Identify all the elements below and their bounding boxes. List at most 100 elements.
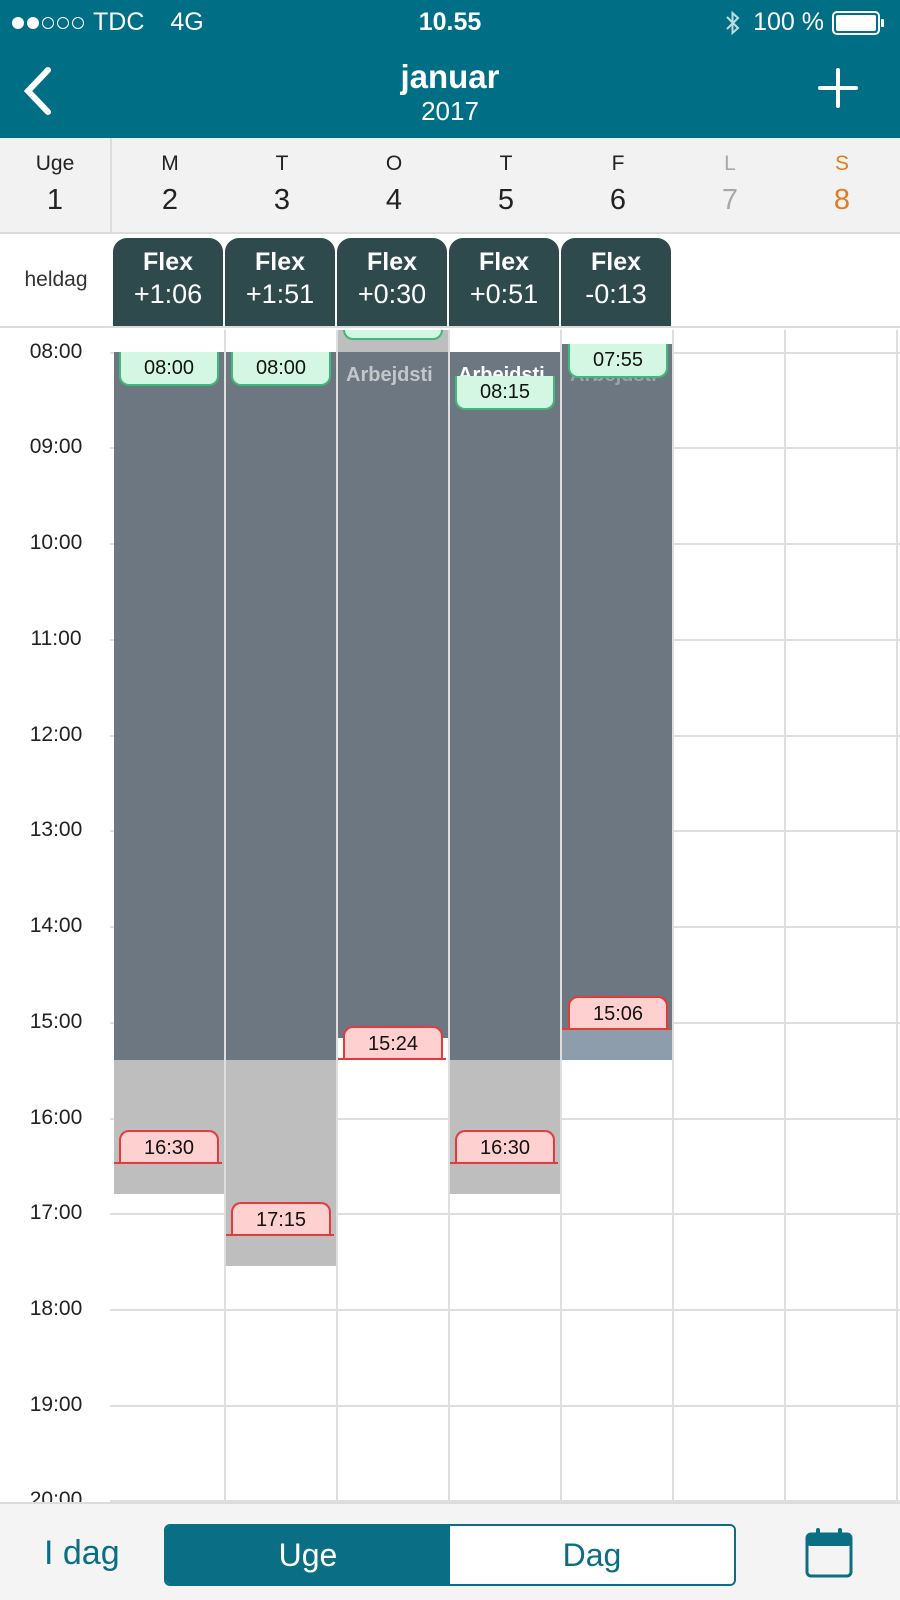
back-button[interactable] — [20, 62, 64, 120]
day-divider — [336, 330, 338, 1502]
day-column-header[interactable]: S 8 — [786, 138, 898, 232]
chevron-left-icon — [23, 67, 51, 115]
hour-label: 16:00 — [29, 1106, 83, 1129]
signal-dot-icon — [72, 16, 84, 29]
day-letter: S — [834, 152, 849, 175]
day-column-header[interactable]: M 2 — [114, 138, 226, 232]
end-time-tag[interactable]: 16:30 — [455, 1130, 555, 1164]
flex-value: +1:06 — [133, 279, 203, 309]
day-number: 6 — [609, 184, 627, 216]
week-number-cell: Uge 1 — [0, 138, 112, 232]
end-time-tag[interactable]: 15:24 — [343, 1026, 443, 1060]
start-time-tag[interactable]: 08:00 — [231, 352, 331, 386]
hour-line — [110, 1213, 900, 1215]
flex-chip[interactable]: Flex +0:51 — [449, 238, 559, 326]
segment-week[interactable]: Uge — [166, 1526, 450, 1584]
day-number: 8 — [833, 184, 851, 216]
start-marker-icon[interactable] — [343, 330, 443, 340]
hour-label: 17:00 — [29, 1201, 83, 1224]
status-right: 100 % — [725, 8, 886, 37]
day-divider — [560, 330, 562, 1502]
hour-label: 20:00 — [29, 1488, 83, 1502]
bluetooth-icon — [725, 10, 741, 36]
day-column-header[interactable]: F 6 — [562, 138, 674, 232]
day-number: 2 — [161, 184, 179, 216]
flex-chip[interactable]: Flex +1:06 — [113, 238, 223, 326]
flex-title: Flex — [478, 248, 530, 276]
flex-title: Flex — [142, 248, 194, 276]
day-divider — [224, 330, 226, 1502]
day-letter: F — [611, 152, 625, 175]
end-time-tag[interactable]: 17:15 — [231, 1202, 331, 1236]
hour-label: 18:00 — [29, 1297, 83, 1320]
hour-label: 10:00 — [29, 531, 83, 554]
add-button[interactable] — [816, 66, 860, 110]
day-divider — [448, 330, 450, 1502]
end-line — [338, 1058, 446, 1060]
network-type: 4G — [170, 8, 204, 36]
work-block[interactable]: Arbejdsti — [450, 352, 560, 1060]
hour-label: 08:00 — [29, 340, 83, 363]
end-time-tag[interactable]: 16:30 — [119, 1130, 219, 1164]
signal-dot-icon — [12, 16, 24, 29]
work-block[interactable]: Arbejdsti — [562, 344, 672, 1030]
week-label: Uge — [35, 152, 75, 175]
day-divider — [896, 330, 898, 1502]
day-column-header[interactable]: T 3 — [226, 138, 338, 232]
hour-label: 13:00 — [29, 818, 83, 841]
segment-day[interactable]: Dag — [450, 1526, 734, 1584]
day-divider — [672, 330, 674, 1502]
week-day-header: Uge 1 M 2 T 3 O 4 T 5 F 6 L 7 S 8 — [0, 138, 900, 234]
status-bar: TDC 4G 10.55 100 % — [0, 0, 900, 46]
hour-line — [110, 1500, 900, 1502]
signal-dot-icon — [27, 16, 39, 29]
flex-chip[interactable]: Flex +0:30 — [337, 238, 447, 326]
flex-chip[interactable]: Flex +1:51 — [225, 238, 335, 326]
today-button[interactable]: I dag — [44, 1534, 120, 1572]
end-line — [114, 1162, 222, 1164]
day-letter: T — [275, 152, 289, 175]
view-mode-segmented-control: Uge Dag — [164, 1524, 736, 1586]
flex-value: +0:51 — [469, 279, 539, 309]
end-line — [450, 1162, 558, 1164]
timeline-grid[interactable]: 08:00 16:30 08:00 17:15 Arbejdsti 15:24 … — [0, 330, 900, 1502]
day-column-header[interactable]: L 7 — [674, 138, 786, 232]
work-block[interactable]: Arbejdsti — [338, 352, 448, 1038]
allday-label: heldag — [24, 268, 88, 291]
hour-label: 15:00 — [29, 1010, 83, 1033]
day-number: 4 — [385, 184, 403, 216]
hour-label: 12:00 — [29, 723, 83, 746]
end-time-tag[interactable]: 15:06 — [568, 996, 668, 1030]
battery-icon — [832, 10, 886, 36]
work-block[interactable] — [114, 352, 224, 1060]
flex-title: Flex — [366, 248, 418, 276]
plus-icon — [818, 68, 858, 108]
allday-row: heldag Flex +1:06 Flex +1:51 Flex +0:30 … — [0, 236, 900, 328]
day-column-header[interactable]: O 4 — [338, 138, 450, 232]
flex-value: +0:30 — [357, 279, 427, 309]
calendar-icon — [805, 1528, 853, 1578]
start-time-tag[interactable]: 07:55 — [568, 344, 668, 378]
signal-dot-icon — [57, 16, 69, 29]
flex-title: Flex — [590, 248, 642, 276]
flex-chip[interactable]: Flex -0:13 — [561, 238, 671, 326]
hour-label: 11:00 — [30, 627, 82, 650]
start-time-tag[interactable]: 08:15 — [455, 376, 555, 410]
calendar-button[interactable] — [804, 1526, 854, 1580]
deficit-block[interactable] — [562, 1030, 672, 1060]
day-letter: L — [724, 152, 736, 175]
hour-line — [110, 1405, 900, 1407]
overtime-block[interactable] — [450, 1060, 560, 1194]
work-block-label: Arbejdsti — [346, 364, 433, 386]
bottom-toolbar: I dag Uge Dag — [0, 1502, 900, 1600]
day-number: 5 — [497, 184, 515, 216]
start-time-tag[interactable]: 08:00 — [119, 352, 219, 386]
day-column-header[interactable]: T 5 — [450, 138, 562, 232]
battery-percent: 100 % — [753, 8, 824, 36]
work-block[interactable] — [226, 352, 336, 1060]
page-subtitle: 2017 — [421, 96, 479, 126]
signal-carrier: TDC 4G — [12, 8, 204, 37]
hour-label: 09:00 — [29, 435, 83, 458]
flex-title: Flex — [254, 248, 306, 276]
overtime-block[interactable] — [114, 1060, 224, 1194]
